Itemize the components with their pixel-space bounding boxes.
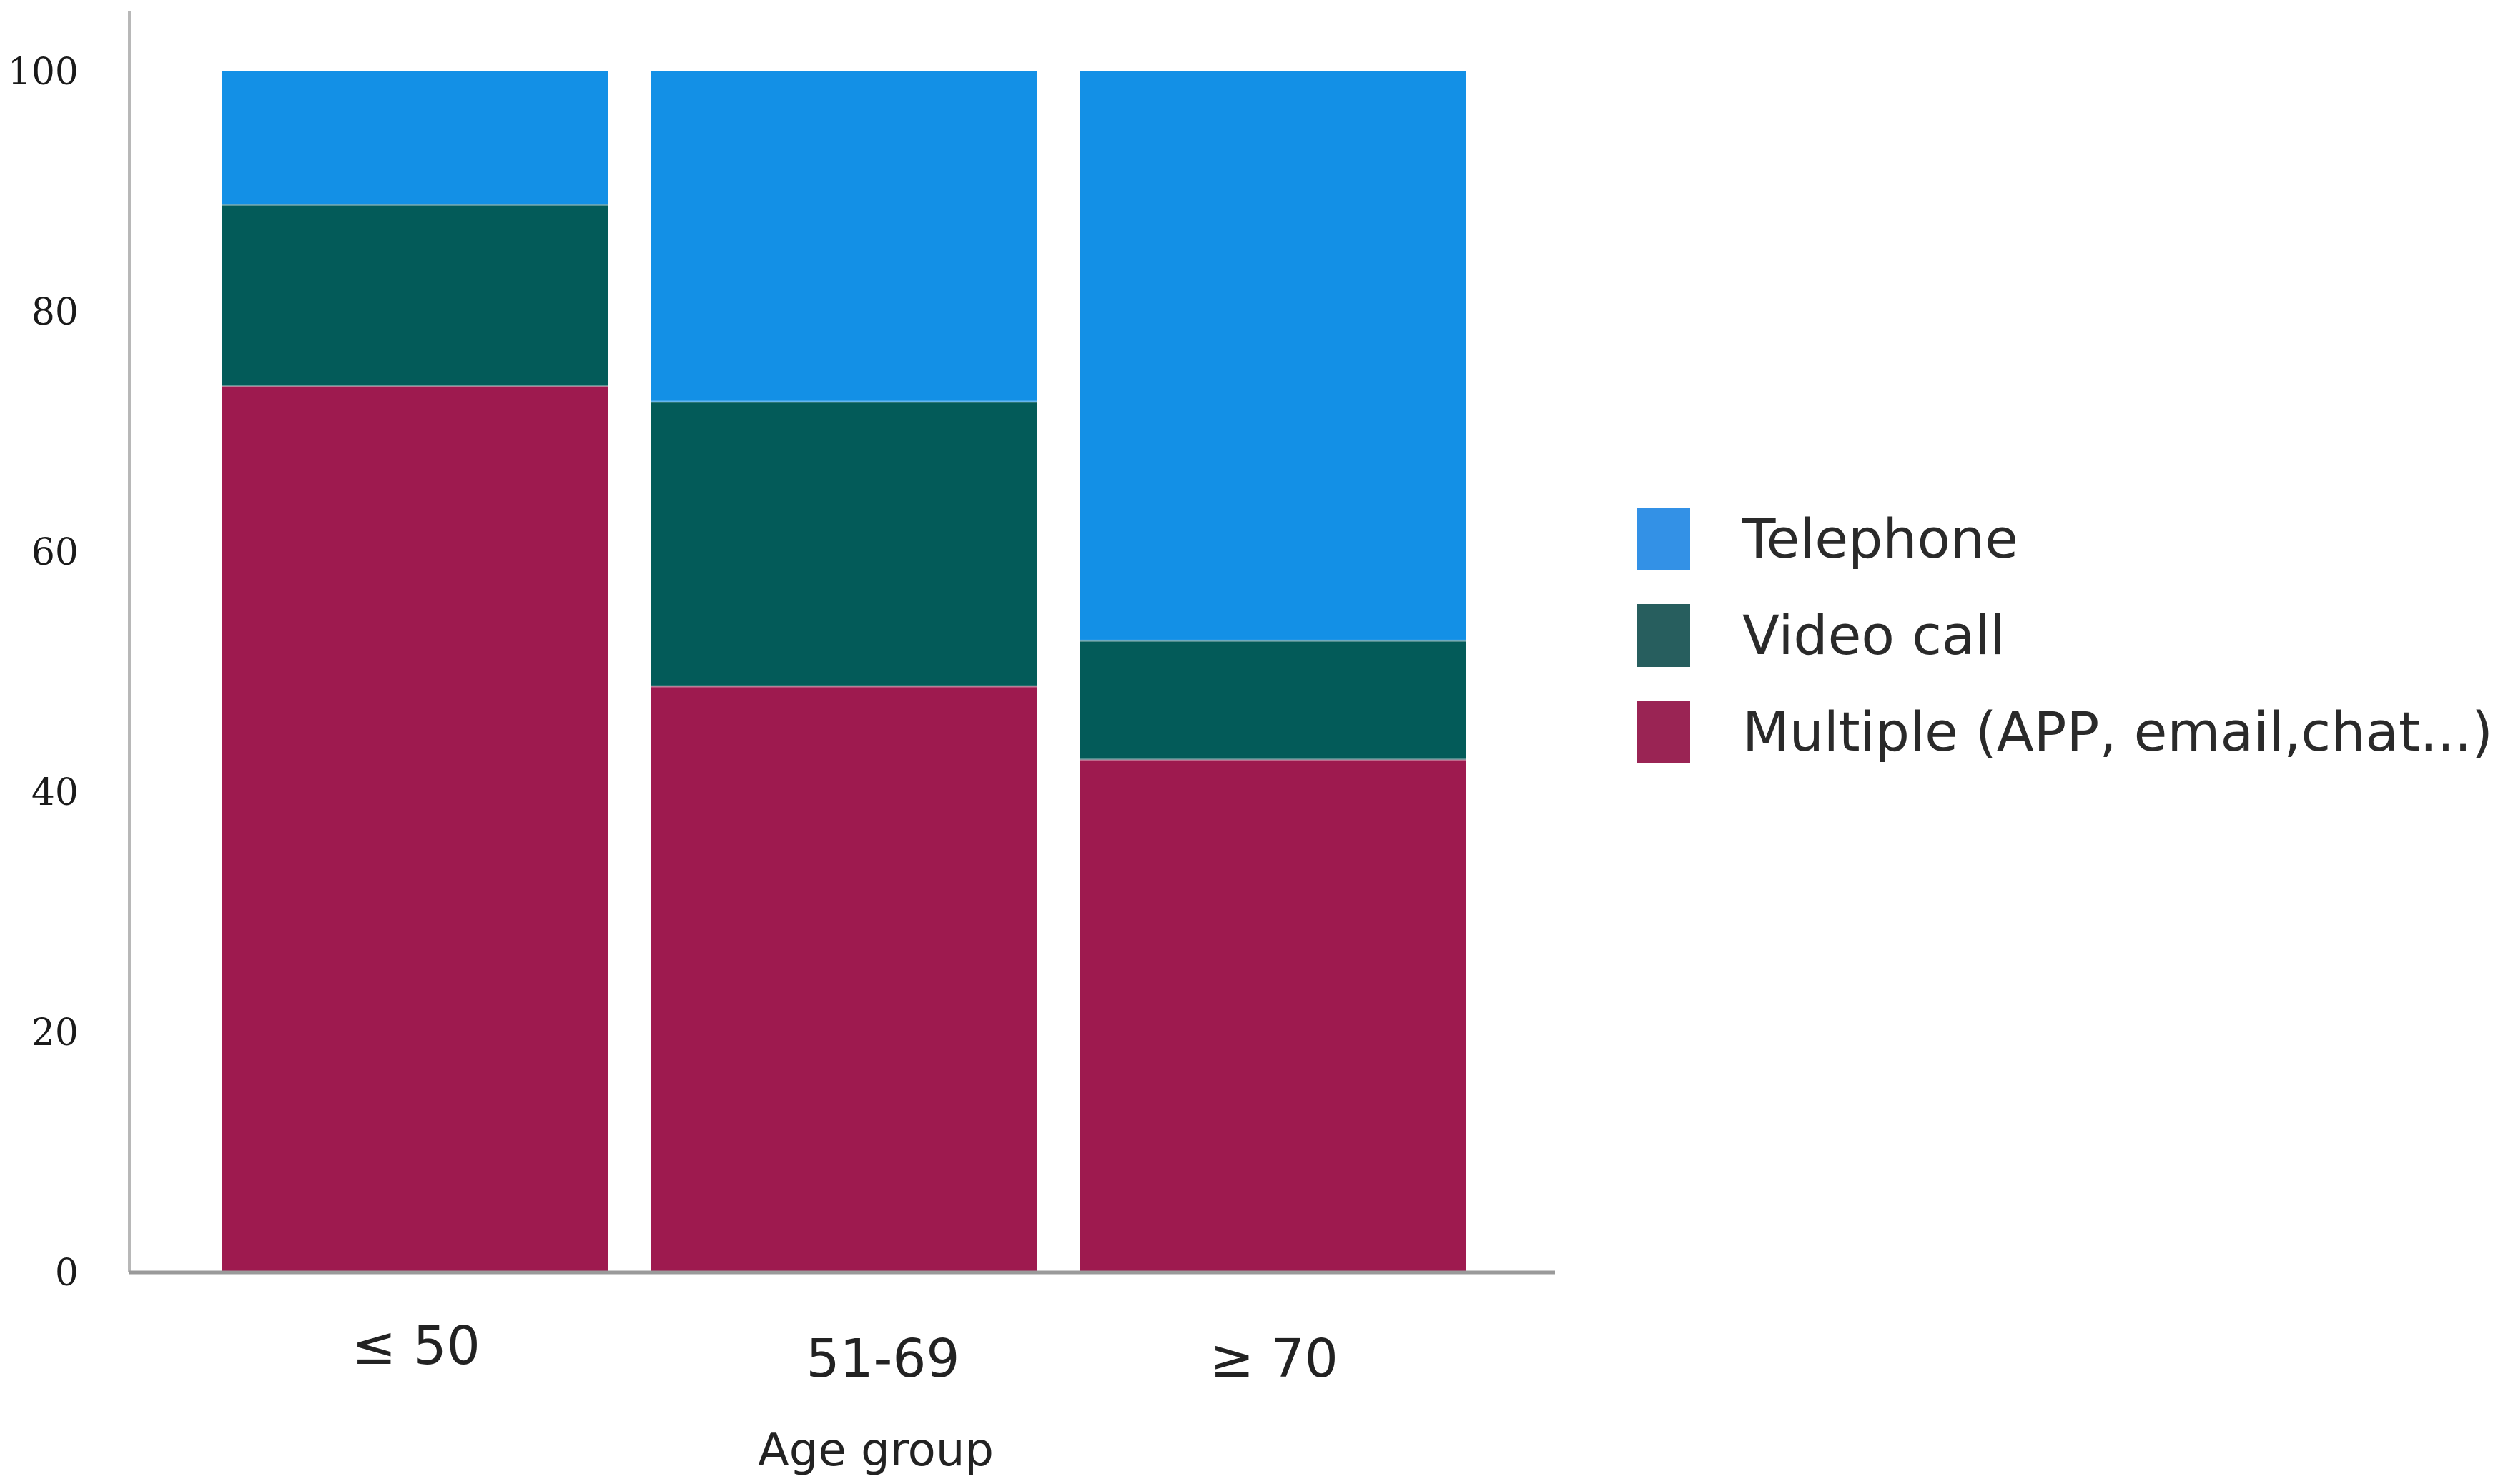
bar-segment-multiple-app-email-chat-1 (222, 386, 608, 1273)
x-tick-label: ≥ 70 (1210, 1328, 1338, 1390)
y-tick-label: 60 (31, 531, 79, 574)
y-tick-label: 80 (31, 291, 79, 334)
bar-segment-video-call-3 (1080, 640, 1466, 760)
legend: Telephone Video call Multiple (APP, email,… (1637, 507, 2493, 763)
y-tick-label: 100 (8, 51, 79, 94)
bars-group (222, 71, 1466, 1273)
y-tick-label: 0 (55, 1252, 79, 1295)
bar-segment-multiple-app-email-chat-3 (1080, 759, 1466, 1272)
legend-swatch-telephone (1637, 508, 1690, 570)
x-tick-label: 51-69 (806, 1328, 959, 1390)
x-tick-label: ≤ 50 (352, 1315, 480, 1377)
bar-segment-telephone-1 (222, 71, 608, 205)
bar-segment-video-call-2 (651, 402, 1037, 687)
bar-segment-telephone-2 (651, 71, 1037, 402)
legend-label-video-call: Video call (1742, 603, 2005, 667)
bar-segment-video-call-1 (222, 204, 608, 387)
legend-swatch-multiple-app-email-chat (1637, 701, 1690, 763)
legend-swatch-video-call (1637, 604, 1690, 667)
y-tick-label: 40 (31, 771, 79, 814)
legend-label-multiple-app-email-chat: Multiple (APP, email,chat...) (1742, 700, 2493, 763)
x-axis-label: Age group (758, 1424, 994, 1477)
x-tick-labels: ≤ 50 51-69 ≥ 70 (352, 1315, 1338, 1390)
y-tick-labels: 0 20 40 60 80 100 (8, 51, 79, 1295)
y-tick-label: 20 (31, 1011, 79, 1054)
bar-segment-telephone-3 (1080, 71, 1466, 641)
legend-label-telephone: Telephone (1742, 507, 2018, 570)
bar-segment-multiple-app-email-chat-2 (651, 686, 1037, 1272)
